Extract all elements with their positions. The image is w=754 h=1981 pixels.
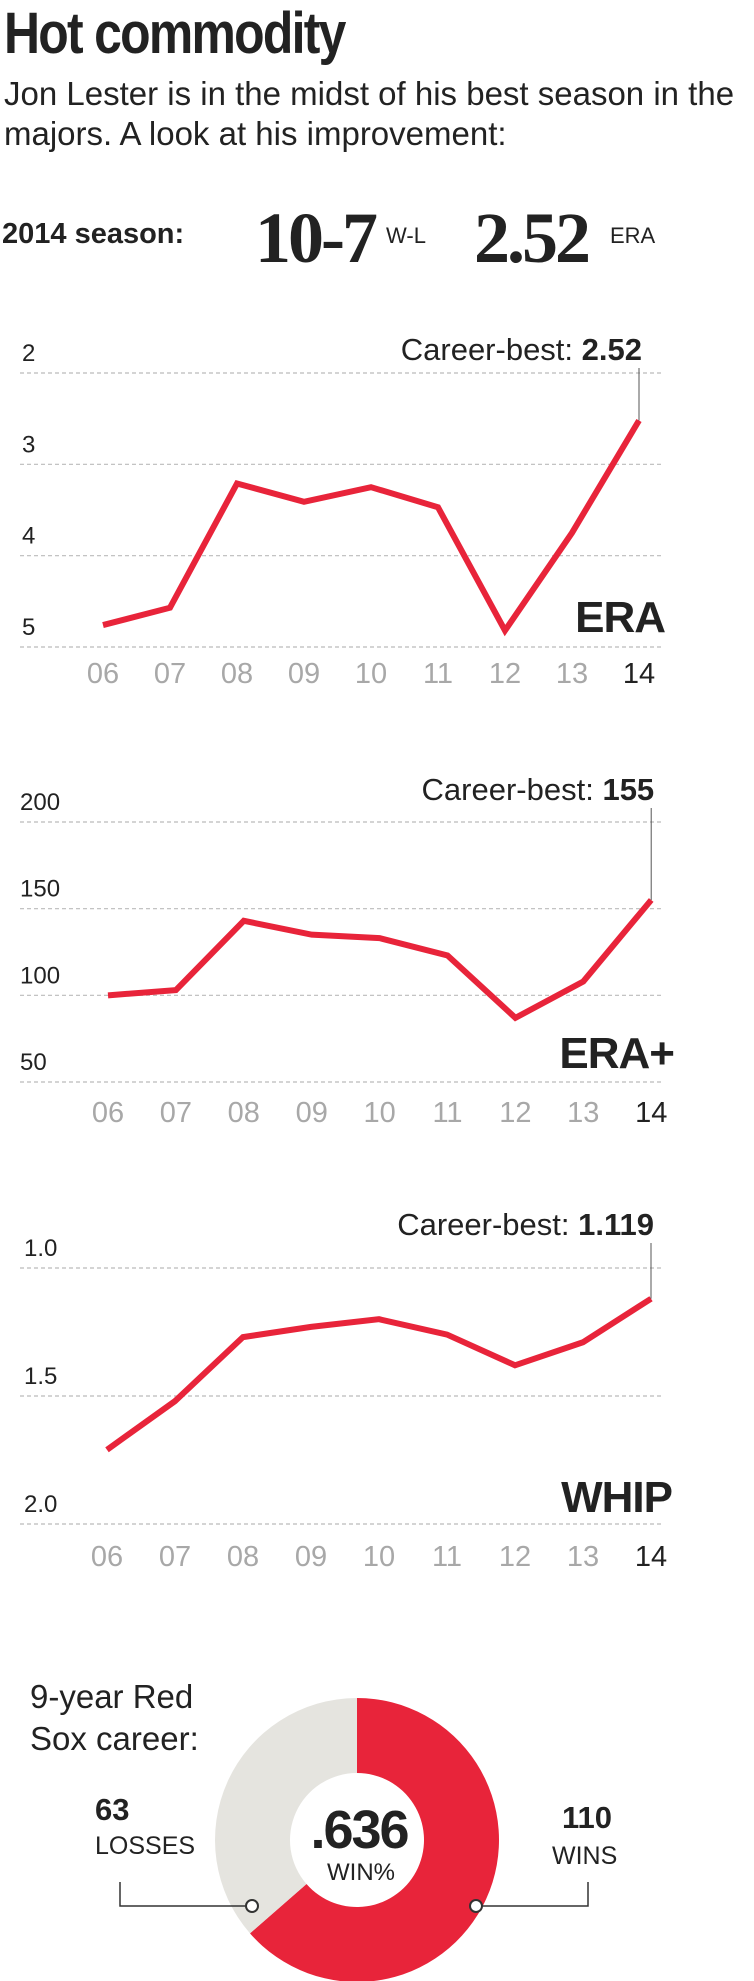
losses-value: 63 — [95, 1792, 130, 1827]
y-tick-label: 3 — [22, 431, 35, 458]
annotation-value: 2.52 — [582, 332, 642, 367]
y-tick-label: 200 — [20, 789, 60, 816]
y-tick-label: 1.5 — [24, 1363, 57, 1390]
era-unit: ERA — [610, 223, 656, 248]
x-tick-label: 10 — [355, 658, 387, 690]
era-value: 2.52 — [474, 198, 591, 278]
x-tick-label: 07 — [154, 658, 186, 690]
y-tick-label: 5 — [22, 614, 35, 641]
page-title: Hot commodity — [4, 1, 346, 66]
x-tick-label: 12 — [499, 1097, 531, 1129]
line-chart-era: 2 3 4 5 06 07 08 09 10 11 12 13 14 Career-best: 2.52 E… — [20, 332, 666, 690]
x-tick-label: 10 — [363, 1541, 395, 1573]
x-tick-label: 13 — [556, 658, 588, 690]
x-tick-label: 14 — [635, 1097, 667, 1129]
career-title: 9-year Red Sox career: — [30, 1678, 199, 1757]
career-best-annotation: Career-best: 2.52 — [401, 332, 642, 367]
x-tick-label: 14 — [635, 1541, 667, 1573]
annotation-prefix: Career-best: — [422, 772, 603, 807]
record-value: 10-7 — [255, 198, 378, 278]
line-chart-era-plus: 200 150 100 50 06 07 08 09 10 11 12 13 14 Career-best… — [20, 772, 675, 1129]
x-tick-label: 13 — [567, 1541, 599, 1573]
chart-label: ERA — [575, 593, 665, 642]
record-unit: W-L — [386, 223, 426, 248]
annotation-prefix: Career-best: — [397, 1207, 578, 1242]
data-line — [107, 898, 654, 1022]
y-tick-label: 150 — [20, 876, 60, 903]
x-tick-label: 08 — [221, 658, 253, 690]
page-subtitle: Jon Lester is in the midst of his best s… — [4, 75, 735, 152]
x-tick-label: 11 — [432, 1541, 462, 1573]
wins-leader — [478, 1882, 589, 1907]
y-tick-label: 50 — [20, 1049, 47, 1076]
losses-leader — [119, 1882, 250, 1907]
annotation-value: 1.119 — [578, 1207, 654, 1242]
x-tick-label: 13 — [567, 1097, 599, 1129]
x-tick-label: 07 — [160, 1097, 192, 1129]
wins-value: 110 — [562, 1800, 613, 1835]
x-tick-label: 10 — [363, 1097, 395, 1129]
x-tick-label: 12 — [489, 658, 521, 690]
x-tick-label: 06 — [92, 1097, 124, 1129]
x-tick-label: 08 — [227, 1541, 259, 1573]
chart-label: ERA+ — [559, 1029, 674, 1078]
annotation-value: 155 — [602, 772, 654, 807]
data-line — [102, 418, 642, 637]
y-tick-label: 4 — [22, 523, 35, 550]
losses-marker — [245, 1899, 259, 1913]
y-tick-label: 1.0 — [24, 1235, 57, 1262]
data-line — [105, 1296, 653, 1453]
x-tick-label: 11 — [423, 658, 453, 690]
wins-marker — [469, 1899, 483, 1913]
y-tick-label: 2 — [22, 340, 35, 367]
x-tick-label: 14 — [623, 658, 655, 690]
donut-slice-losses — [215, 1698, 357, 1934]
x-tick-label: 09 — [288, 658, 320, 690]
y-tick-label: 2.0 — [24, 1491, 57, 1518]
donut-slice-wins — [249, 1698, 499, 1981]
wins-label: WINS — [552, 1842, 618, 1870]
win-pct-value: .636 — [310, 1800, 408, 1860]
x-tick-label: 06 — [87, 658, 119, 690]
chart-label: WHIP — [561, 1473, 672, 1522]
line-chart-whip: 1.0 1.5 2.0 06 07 08 09 10 11 12 13 14 Career-best: … — [20, 1207, 673, 1573]
x-tick-label: 11 — [432, 1097, 462, 1129]
x-tick-label: 08 — [228, 1097, 260, 1129]
x-tick-label: 12 — [499, 1541, 531, 1573]
x-tick-label: 07 — [159, 1541, 191, 1573]
x-tick-label: 06 — [91, 1541, 123, 1573]
x-tick-label: 09 — [296, 1097, 328, 1129]
career-best-annotation: Career-best: 1.119 — [397, 1207, 654, 1242]
losses-label: LOSSES — [95, 1832, 196, 1860]
annotation-prefix: Career-best: — [401, 332, 582, 367]
y-tick-label: 100 — [20, 962, 60, 989]
season-label: 2014 season: — [2, 218, 185, 250]
x-tick-label: 09 — [295, 1541, 327, 1573]
win-pct-label: WIN% — [327, 1859, 395, 1886]
career-best-annotation: Career-best: 155 — [422, 772, 655, 807]
